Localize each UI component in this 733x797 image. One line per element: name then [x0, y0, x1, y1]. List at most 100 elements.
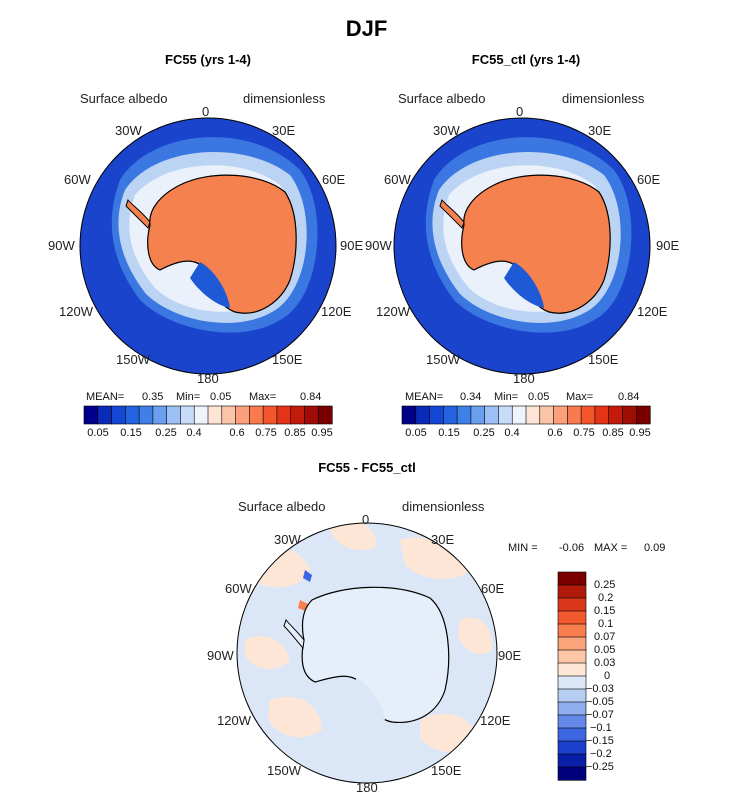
panel1-lon-30w: 30W	[115, 123, 142, 138]
panel2-cbar-tick-4: 0.6	[547, 427, 563, 439]
panel2-lon-30e: 30E	[588, 123, 612, 138]
panel2-lon-0: 0	[516, 104, 524, 119]
panel2-min-label: Min=	[494, 391, 519, 403]
panel3-colorbar-swatch-9	[557, 688, 587, 703]
panel1-cbar-tick-2: 0.25	[155, 427, 177, 439]
panel2-lon-150e: 150E	[588, 352, 619, 367]
panel1-lon-90w: 90W	[48, 238, 75, 253]
panel2-field	[394, 118, 650, 374]
panel3-lon-120w: 120W	[217, 713, 251, 728]
panel3-colorbar	[557, 571, 587, 781]
panel1-lon-150w: 150W	[116, 352, 150, 367]
panel3-cbar-tick-8: −0.03	[586, 683, 614, 695]
panel3-cbar-tick-7: 0	[604, 670, 611, 682]
panel1-units: dimensionless	[243, 91, 326, 106]
panel3-cbar-tick-12: −0.15	[586, 735, 614, 747]
panel3-colorbar-swatch-2	[557, 597, 587, 612]
panel1-lon-180: 180	[197, 371, 219, 386]
panel1-lon-90e: 90E	[340, 238, 364, 253]
panel3-cbar-tick-6: 0.03	[594, 657, 616, 669]
panel2-lon-30w: 30W	[433, 123, 460, 138]
panel2-cbar-tick-7: 0.95	[629, 427, 651, 439]
panel1-lon-120e: 120E	[321, 304, 352, 319]
panel1-max-value: 0.84	[300, 391, 322, 403]
panel3-lon-90e: 90E	[498, 648, 522, 663]
panel2-colorbar-swatch-17	[635, 405, 651, 425]
panel3-cbar-tick-2: 0.15	[594, 605, 616, 617]
panel3-colorbar-swatch-10	[557, 701, 587, 716]
panel2-lon-150w: 150W	[426, 352, 460, 367]
panel2-colorbar	[401, 405, 651, 425]
panel3-colorbar-swatch-14	[557, 753, 587, 768]
panel3-title: FC55 - FC55_ctl	[318, 460, 416, 475]
panel2-units: dimensionless	[562, 91, 645, 106]
panel1-colorbar-swatch-17	[317, 405, 333, 425]
panel3-max-value: 0.09	[644, 542, 666, 554]
panel3-colorbar-swatch-5	[557, 636, 587, 651]
panel3-cbar-tick-4: 0.07	[594, 631, 616, 643]
panel2-cbar-tick-3: 0.4	[504, 427, 520, 439]
panel3-colorbar-swatch-3	[557, 610, 587, 625]
panel1-lon-60e: 60E	[322, 172, 346, 187]
panel3-cbar-tick-13: −0.2	[590, 748, 612, 760]
panel3-colorbar-swatch-11	[557, 714, 587, 729]
panel2-mean-value: 0.34	[460, 391, 482, 403]
panel1-cbar-tick-6: 0.85	[284, 427, 306, 439]
panel2-lon-90w: 90W	[365, 238, 392, 253]
panel3-colorbar-swatch-1	[557, 584, 587, 599]
panel3-lon-30w: 30W	[274, 532, 301, 547]
panel1-mean-label: MEAN=	[86, 391, 125, 403]
panel1-cbar-tick-5: 0.75	[255, 427, 277, 439]
panel2-title: FC55_ctl (yrs 1-4)	[471, 52, 581, 67]
panel2-min-value: 0.05	[528, 391, 550, 403]
panel2-cbar-tick-0: 0.05	[405, 427, 427, 439]
panel3-lon-0: 0	[362, 512, 370, 527]
panel3-lon-90w: 90W	[207, 648, 234, 663]
panel3-lon-120e: 120E	[480, 713, 511, 728]
panel2-cbar-tick-1: 0.15	[438, 427, 460, 439]
panel2-max-value: 0.84	[618, 391, 640, 403]
panel3-field	[237, 523, 497, 783]
panel2-lon-120w: 120W	[376, 304, 410, 319]
panel1-min-value: 0.05	[210, 391, 232, 403]
panel3-lon-60e: 60E	[481, 581, 505, 596]
panel2-lon-90e: 90E	[656, 238, 680, 253]
panel3-colorbar-swatch-15	[557, 766, 587, 781]
panel3-colorbar-swatch-6	[557, 649, 587, 664]
panel2-lon-120e: 120E	[637, 304, 668, 319]
panel1-lon-60w: 60W	[64, 172, 91, 187]
panel1-cbar-tick-7: 0.95	[311, 427, 333, 439]
panel1-mean-value: 0.35	[142, 391, 164, 403]
panel3-colorbar-swatch-12	[557, 727, 587, 742]
panel1-max-label: Max=	[249, 391, 277, 403]
panel3-colorbar-swatch-7	[557, 662, 587, 677]
panel3-lon-60w: 60W	[225, 581, 252, 596]
panel2-cbar-tick-2: 0.25	[473, 427, 495, 439]
panel3-min-value: -0.06	[559, 542, 585, 554]
panel1-cbar-tick-4: 0.6	[229, 427, 245, 439]
panel2-variable: Surface albedo	[398, 91, 486, 106]
panel3-lon-30e: 30E	[431, 532, 455, 547]
panel3-colorbar-swatch-13	[557, 740, 587, 755]
panel2-cbar-tick-6: 0.85	[602, 427, 624, 439]
panel3-max-label: MAX =	[594, 542, 628, 554]
panel2-lon-60e: 60E	[637, 172, 661, 187]
panel3-lon-180: 180	[356, 780, 378, 795]
panel3-colorbar-swatch-0	[557, 571, 587, 586]
panel2-max-label: Max=	[566, 391, 594, 403]
panel3-colorbar-swatch-8	[557, 675, 587, 690]
panel3-cbar-tick-3: 0.1	[598, 618, 614, 630]
panel1-cbar-tick-3: 0.4	[186, 427, 202, 439]
panel3-lon-150e: 150E	[431, 763, 462, 778]
panel2-mean-label: MEAN=	[405, 391, 444, 403]
panel1-lon-30e: 30E	[272, 123, 296, 138]
panel1-variable: Surface albedo	[80, 91, 168, 106]
panel1-lon-150e: 150E	[272, 352, 303, 367]
panel3-variable: Surface albedo	[238, 499, 326, 514]
panel1-lon-0: 0	[202, 104, 210, 119]
figure-title: DJF	[345, 16, 388, 41]
panel1-cbar-tick-1: 0.15	[120, 427, 142, 439]
panel3-colorbar-swatch-4	[557, 623, 587, 638]
